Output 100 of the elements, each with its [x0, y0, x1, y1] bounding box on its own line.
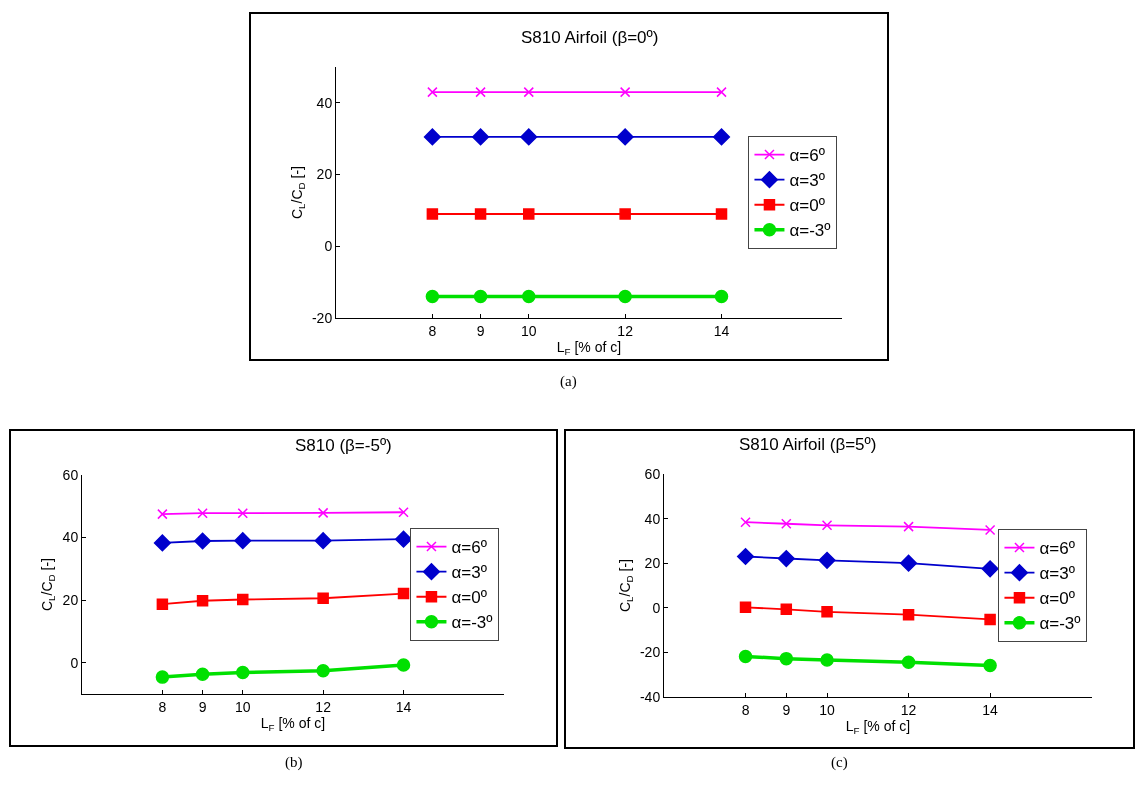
text: (b) [285, 754, 303, 771]
y-tick-label: 0 [324, 238, 333, 255]
point [900, 554, 918, 572]
point [821, 606, 833, 618]
point [736, 547, 755, 566]
y-tick-label: 40 [62, 529, 79, 546]
point [740, 516, 751, 528]
point [715, 208, 728, 220]
point [473, 289, 488, 304]
point [714, 289, 729, 304]
chart-title: S810 Airfoil (β=5º) [739, 435, 877, 454]
legend-label: α=0º [789, 196, 825, 216]
point [523, 86, 535, 98]
point [984, 524, 996, 536]
point [739, 601, 752, 614]
x-axis-title: L$_{F}$ [% of c] [845, 717, 911, 736]
point [523, 208, 535, 220]
point [237, 507, 249, 519]
point [984, 613, 996, 626]
x-tick-label: 14 [982, 701, 999, 718]
y-tick-label: 40 [316, 94, 333, 111]
x-tick-label: 9 [198, 698, 207, 715]
y-tick-label: 60 [644, 465, 661, 482]
x-tick-label: 8 [158, 698, 167, 715]
point [472, 128, 490, 146]
point [396, 658, 411, 672]
x-tick-label: 10 [819, 701, 836, 718]
x-tick-label: 12 [617, 322, 634, 339]
y-tick-label: 20 [62, 592, 79, 609]
point [820, 653, 834, 667]
x-tick-label: 9 [476, 322, 485, 339]
y-tick-label: 40 [644, 510, 661, 527]
point [981, 560, 999, 578]
point [520, 128, 538, 146]
point [618, 289, 632, 304]
point [616, 128, 634, 146]
point [474, 208, 487, 220]
point [194, 532, 212, 550]
legend-label: α=3º [451, 563, 487, 583]
point [619, 86, 631, 98]
y-tick-label: 20 [316, 166, 333, 183]
point [781, 518, 792, 529]
point [427, 86, 438, 98]
legend-label: α=6º [1039, 539, 1075, 559]
y-tick-label: 60 [62, 466, 79, 483]
point [316, 664, 330, 678]
point [901, 655, 916, 669]
point [317, 592, 329, 605]
point [314, 532, 332, 550]
legend-label: α=0º [1039, 589, 1075, 609]
legend-label: α=-3º [789, 221, 831, 241]
x-tick-label: 9 [782, 701, 791, 718]
y-tick-label: -20 [311, 309, 333, 326]
point [903, 521, 914, 532]
y-tick-label: 0 [70, 654, 79, 671]
legend-label: α=6º [451, 538, 487, 558]
x-tick-label: 14 [395, 698, 412, 715]
point [398, 506, 409, 518]
point [426, 208, 439, 220]
point [738, 649, 753, 664]
point [156, 598, 169, 610]
legend-label: α=-3º [1039, 614, 1081, 634]
legend-label: α=6º [789, 146, 825, 166]
point [780, 603, 793, 616]
point [902, 608, 915, 621]
y-tick-label: 0 [652, 599, 661, 616]
point [153, 534, 171, 552]
point [317, 507, 329, 519]
point [821, 520, 833, 531]
x-tick-label: 10 [234, 698, 251, 715]
point [619, 208, 631, 220]
point [777, 549, 795, 568]
x-axis-title: L$_{F}$ [% of c] [556, 338, 622, 357]
point [818, 551, 836, 569]
point [155, 670, 170, 684]
point [197, 507, 208, 519]
x-axis-title: L$_{F}$ [% of c] [260, 714, 326, 733]
x-tick-label: 14 [713, 322, 730, 339]
point [475, 86, 486, 98]
point [716, 86, 727, 98]
legend-label: α=3º [789, 171, 825, 191]
point [236, 665, 250, 680]
point [983, 658, 997, 673]
point [712, 128, 731, 146]
point [234, 532, 252, 550]
text: (a) [560, 373, 577, 390]
point [779, 651, 794, 666]
point [397, 587, 410, 600]
point [157, 508, 168, 520]
legend-label: α=0º [451, 588, 487, 608]
x-tick-label: 8 [741, 701, 750, 718]
y-tick-label: -20 [639, 644, 661, 661]
text: (c) [831, 754, 848, 771]
x-tick-label: 8 [428, 322, 437, 339]
y-tick-label: -40 [639, 688, 661, 705]
y-tick-label: 20 [644, 555, 661, 572]
x-tick-label: 12 [900, 701, 917, 718]
point [196, 595, 209, 607]
legend-label: α=3º [1039, 564, 1075, 584]
point [237, 593, 249, 606]
